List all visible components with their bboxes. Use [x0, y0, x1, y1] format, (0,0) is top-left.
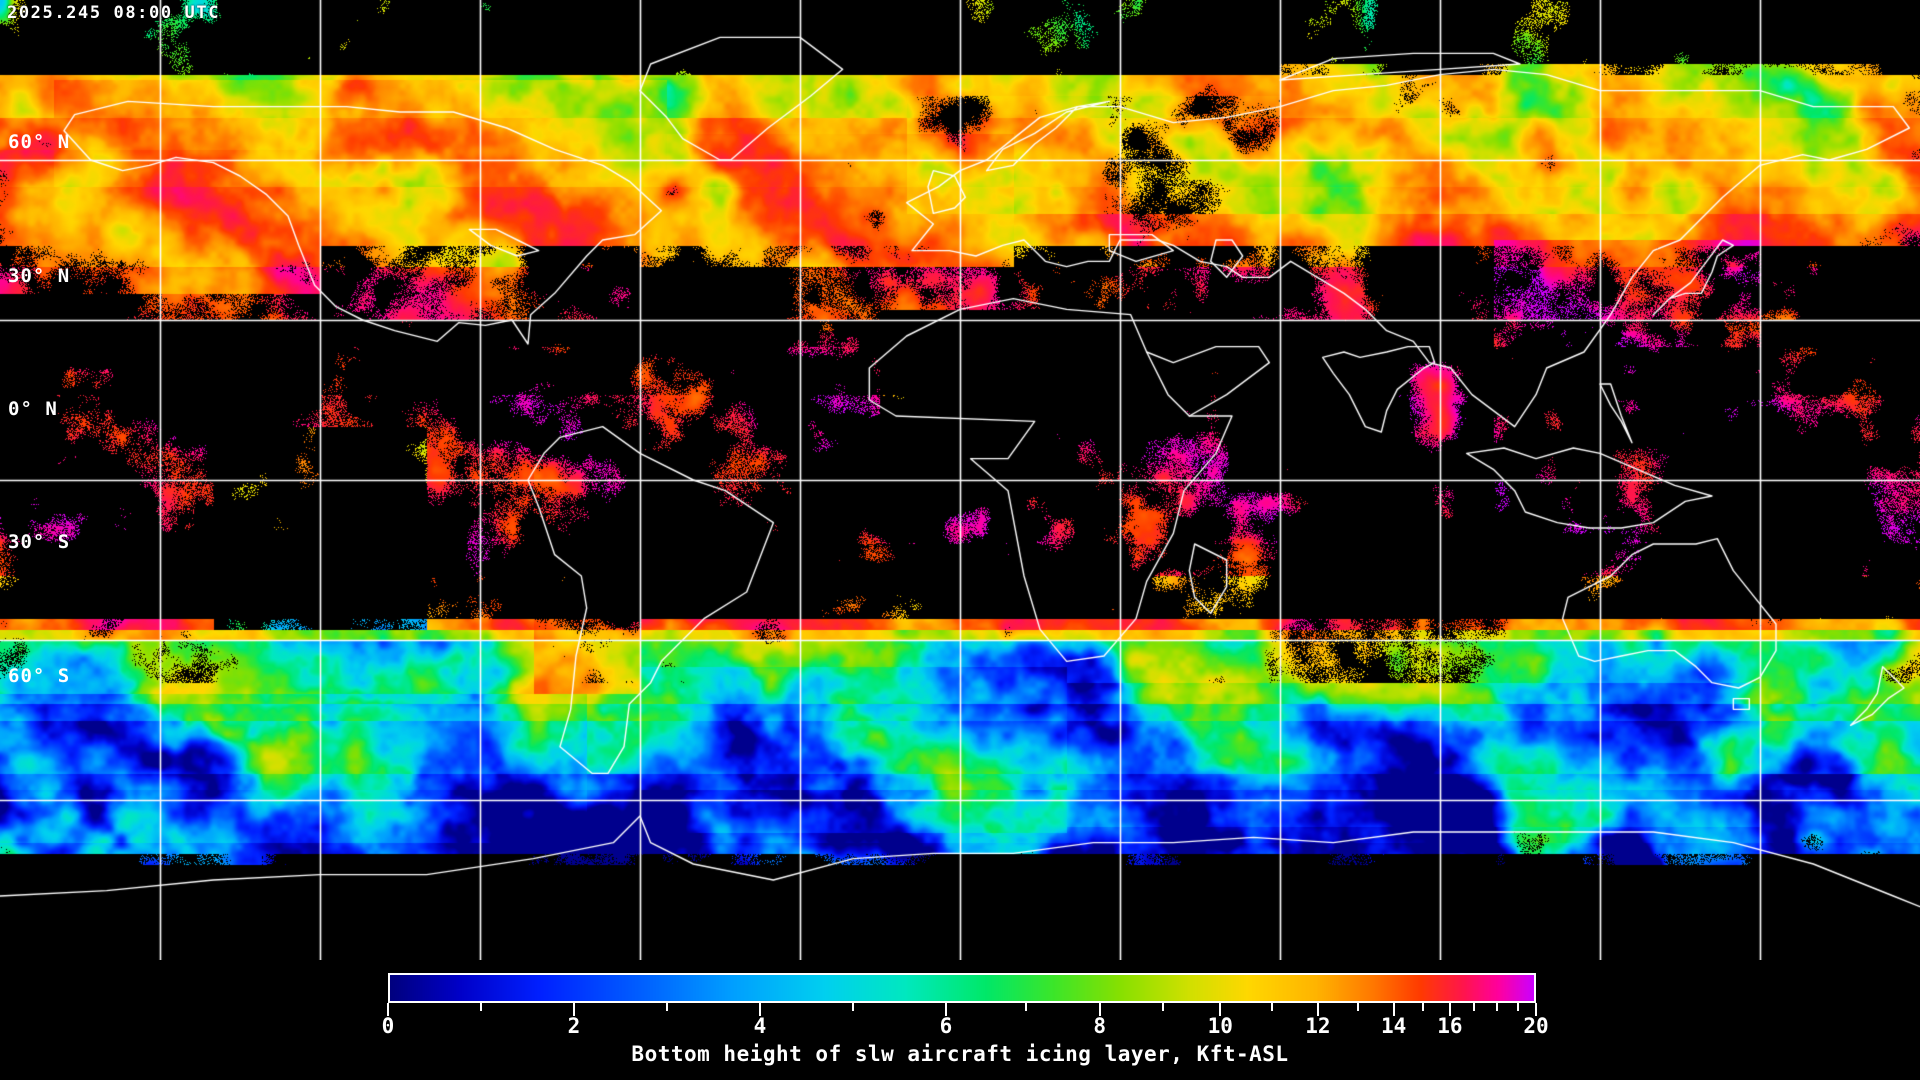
timestamp-label: 2025.245 08:00 UTC — [7, 3, 221, 23]
colorbar-major-tick — [1316, 1003, 1319, 1016]
colorbar-major-tick — [1535, 1003, 1537, 1016]
colorbar-minor-tick — [1357, 1003, 1360, 1011]
colorbar-tick-label: 8 — [1093, 1014, 1107, 1038]
colorbar-minor-tick — [1516, 1003, 1519, 1011]
colorbar-tick-label: 14 — [1380, 1014, 1407, 1038]
colorbar-ticks — [387, 1003, 1537, 1017]
colorbar-tick-label: 10 — [1207, 1014, 1233, 1038]
colorbar-minor-tick — [1270, 1003, 1273, 1011]
colorbar-major-tick — [758, 1003, 761, 1016]
colorbar-major-tick — [572, 1003, 575, 1016]
colorbar-minor-tick — [1473, 1003, 1475, 1011]
lat-label-30n: 30° N — [8, 265, 71, 287]
lat-label-30s: 30° S — [8, 531, 71, 553]
colorbar-major-tick — [387, 1003, 389, 1016]
colorbar-minor-tick — [1422, 1003, 1425, 1011]
colorbar-area: 0 2 4 6 8 10 12 14 16 20 Bottom height of slw air… — [0, 962, 1920, 1080]
colorbar-tick-label: 20 — [1523, 1014, 1549, 1038]
colorbar-tick-label: 0 — [381, 1014, 395, 1038]
colorbar-major-tick — [1448, 1003, 1451, 1016]
colorbar-major-tick — [1219, 1003, 1222, 1016]
colorbar-major-tick — [1392, 1003, 1395, 1016]
icing-heatmap-canvas[interactable] — [0, 0, 1920, 960]
map-panel[interactable]: 2025.245 08:00 UTC 60° N 30° N 0° N 30° … — [0, 0, 1920, 964]
colorbar-minor-tick — [479, 1003, 482, 1011]
colorbar-tick-label: 2 — [567, 1014, 581, 1038]
colorbar-minor-tick — [1161, 1003, 1164, 1011]
lat-label-60n: 60° N — [8, 131, 71, 153]
colorbar-minor-tick — [665, 1003, 668, 1011]
colorbar-caption: Bottom height of slw aircraft icing laye… — [631, 1042, 1289, 1066]
colorbar-minor-tick — [1025, 1003, 1028, 1011]
colorbar-tick-label: 12 — [1305, 1014, 1331, 1038]
colorbar-tick-labels: 0 2 4 6 8 10 12 14 16 20 — [382, 1014, 1549, 1042]
colorbar-major-tick — [1098, 1003, 1101, 1016]
colorbar-tick-label: 4 — [753, 1014, 767, 1038]
colorbar-tick-label: 6 — [939, 1014, 953, 1038]
lat-label-60s: 60° S — [8, 665, 71, 687]
colorbar[interactable] — [388, 973, 1536, 1003]
colorbar-gradient — [390, 975, 1534, 1001]
colorbar-wrap — [388, 973, 1536, 1003]
colorbar-minor-tick — [851, 1003, 854, 1011]
colorbar-major-tick — [944, 1003, 947, 1016]
colorbar-minor-tick — [1495, 1003, 1498, 1011]
colorbar-tick-label: 16 — [1437, 1014, 1463, 1038]
lat-label-0n: 0° N — [8, 398, 58, 420]
